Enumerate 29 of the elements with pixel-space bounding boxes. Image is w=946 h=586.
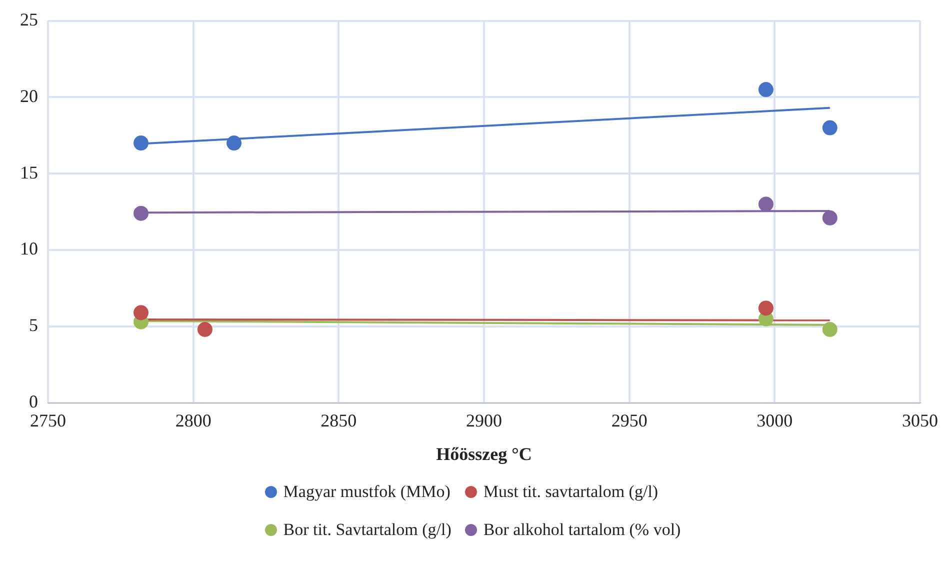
point [134, 206, 149, 221]
x-axis-title: Hőösszeg °C [436, 444, 532, 464]
point [758, 82, 774, 98]
point [822, 322, 838, 337]
x-tick-label: 2900 [466, 410, 502, 430]
point [226, 136, 242, 151]
point [758, 300, 774, 316]
x-tick-label: 2750 [30, 410, 66, 430]
x-tick-label: 2800 [175, 410, 212, 430]
legend-label: Bor tit. Savtartalom (g/l) [283, 520, 452, 540]
point [822, 120, 838, 136]
y-tick-label: 0 [29, 392, 38, 412]
x-tick-label: 3050 [902, 410, 938, 430]
y-tick-label: 10 [20, 238, 38, 259]
x-tick-label: 3000 [756, 410, 793, 430]
point [134, 136, 149, 151]
y-tick-label: 20 [20, 86, 38, 106]
point [822, 210, 838, 226]
y-tick-label: 25 [20, 10, 38, 30]
x-tick-label: 2850 [320, 410, 357, 430]
legend-label: Magyar mustfok (MMo) [283, 482, 450, 502]
point [758, 196, 774, 212]
x-tick-label: 2950 [611, 410, 648, 430]
legend-label: Must tit. savtartalom (g/l) [483, 482, 658, 502]
point [197, 322, 212, 337]
legend-label: Bor alkohol tartalom (% vol) [483, 520, 681, 540]
y-tick-label: 5 [29, 315, 38, 336]
y-tick-label: 15 [20, 162, 38, 182]
point [134, 305, 149, 320]
